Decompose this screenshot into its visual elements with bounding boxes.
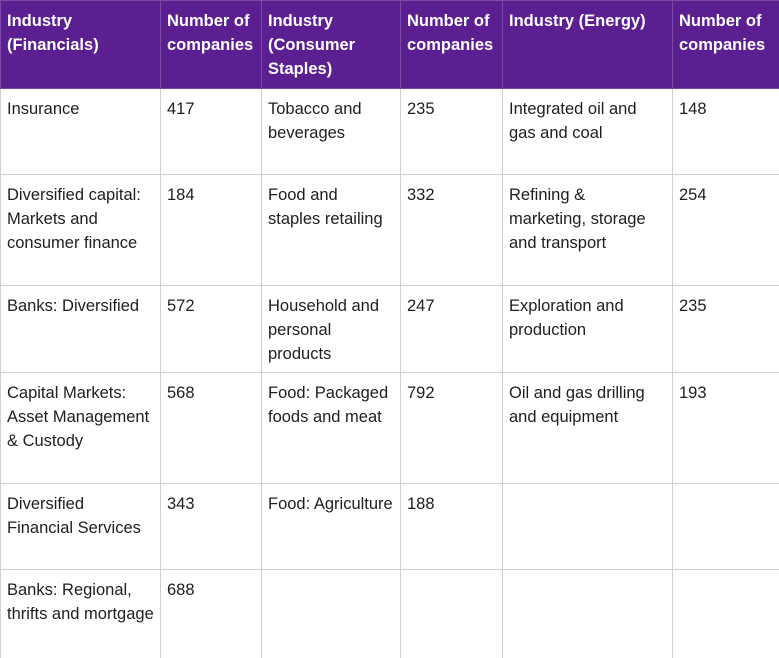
header-industry-energy: Industry (Energy) (502, 0, 673, 89)
table-cell (400, 569, 503, 658)
table-cell: 148 (672, 88, 779, 175)
table-cell: 792 (400, 372, 503, 484)
table-cell: 568 (160, 372, 262, 484)
table-cell: Exploration and production (502, 285, 673, 373)
table-cell: 417 (160, 88, 262, 175)
table-cell: Food and staples retailing (261, 174, 401, 286)
table-cell: Refining & marketing, storage and transp… (502, 174, 673, 286)
table-cell: Banks: Diversified (0, 285, 161, 373)
table-cell: 688 (160, 569, 262, 658)
table-cell: 572 (160, 285, 262, 373)
table-cell: Banks: Regional, thrifts and mortgage (0, 569, 161, 658)
table-cell: 332 (400, 174, 503, 286)
table-cell: Oil and gas drilling and equipment (502, 372, 673, 484)
table-cell (672, 483, 779, 570)
table-cell: Household and personal products (261, 285, 401, 373)
table-cell (502, 483, 673, 570)
table-cell: Diversified capital: Markets and consume… (0, 174, 161, 286)
table-row: Diversified Financial Services 343 Food:… (0, 483, 779, 570)
table-cell: 184 (160, 174, 262, 286)
table-row: Banks: Diversified 572 Household and per… (0, 285, 779, 373)
table-cell: Tobacco and beverages (261, 88, 401, 175)
table-cell (672, 569, 779, 658)
table-cell: 343 (160, 483, 262, 570)
header-row: Industry (Financials) Number of companie… (0, 0, 779, 89)
table-cell: 188 (400, 483, 503, 570)
table-cell: 254 (672, 174, 779, 286)
table-cell: Capital Markets: Asset Management & Cust… (0, 372, 161, 484)
header-number-of-companies-financials: Number of companies (160, 0, 262, 89)
table-cell: Diversified Financial Services (0, 483, 161, 570)
header-industry-consumer-staples: Industry (Consumer Staples) (261, 0, 401, 89)
table-cell: Food: Packaged foods and meat (261, 372, 401, 484)
table-row: Banks: Regional, thrifts and mortgage 68… (0, 569, 779, 658)
table-cell: 235 (400, 88, 503, 175)
header-number-of-companies-energy: Number of companies (672, 0, 779, 89)
header-industry-financials: Industry (Financials) (0, 0, 161, 89)
table-cell: Insurance (0, 88, 161, 175)
table-cell: 247 (400, 285, 503, 373)
table-row: Capital Markets: Asset Management & Cust… (0, 372, 779, 484)
table-row: Diversified capital: Markets and consume… (0, 174, 779, 286)
table-cell (502, 569, 673, 658)
header-number-of-companies-consumer-staples: Number of companies (400, 0, 503, 89)
table-cell: 235 (672, 285, 779, 373)
table-cell: Food: Agriculture (261, 483, 401, 570)
table-cell: Integrated oil and gas and coal (502, 88, 673, 175)
table-cell: 193 (672, 372, 779, 484)
table-row: Insurance 417 Tobacco and beverages 235 … (0, 88, 779, 175)
table-cell (261, 569, 401, 658)
